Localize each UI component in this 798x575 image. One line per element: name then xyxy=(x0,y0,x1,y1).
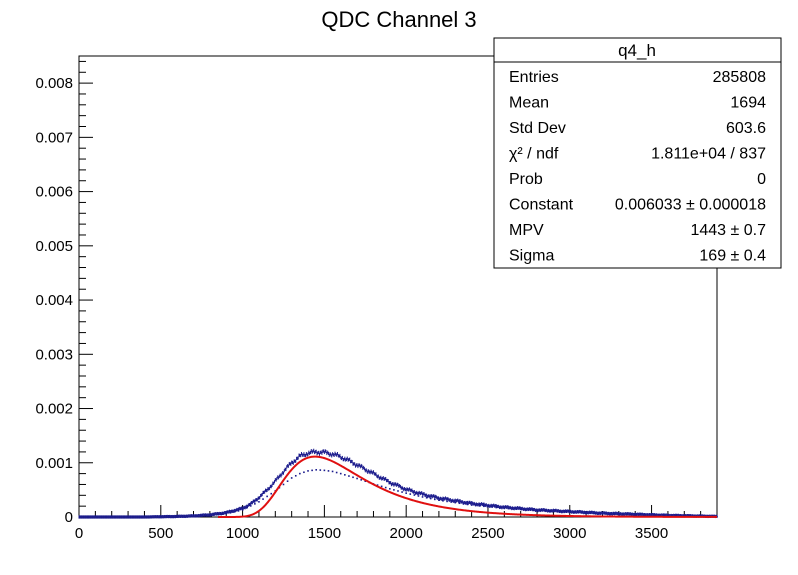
stats-row-label: Std Dev xyxy=(509,120,566,137)
dotted-point xyxy=(442,499,444,502)
stats-row-label: Mean xyxy=(509,95,549,112)
dotted-point xyxy=(254,503,256,505)
dotted-point xyxy=(245,507,248,509)
dotted-point xyxy=(303,471,305,474)
data-series xyxy=(78,448,718,519)
stats-row-value: 0 xyxy=(757,171,766,188)
dotted-point xyxy=(315,469,318,471)
dotted-point xyxy=(380,485,383,488)
stats-box-frame xyxy=(493,37,782,269)
chart-title: QDC Channel 3 xyxy=(321,7,476,32)
dotted-point xyxy=(294,474,297,477)
y-tick-label: 0.007 xyxy=(35,129,73,146)
dotted-point xyxy=(429,497,432,500)
dotted-point xyxy=(397,490,399,492)
stats-row-value: 1.811e+04 / 837 xyxy=(651,146,766,163)
dotted-point xyxy=(405,492,407,494)
stats-row-value: 169 ± 0.4 xyxy=(699,248,766,265)
dotted-point xyxy=(446,500,448,503)
dotted-point xyxy=(495,506,497,509)
dotted-point xyxy=(348,475,350,477)
dotted-point xyxy=(286,480,289,483)
y-tick-label: 0.002 xyxy=(35,401,73,418)
dotted-point xyxy=(438,499,440,501)
dotted-point xyxy=(249,505,252,507)
stats-row-label: Entries xyxy=(509,69,559,86)
dotted-point xyxy=(237,510,240,512)
stats-row-label: χ² / ndf xyxy=(509,146,559,163)
dotted-point xyxy=(384,486,387,489)
y-axis-ticks: 0 0.001 0.002 0.003 0.004 0.005 0.006 0.007 0.00… xyxy=(35,60,93,526)
stats-box: q4_h Entries 285808 Mean 1694 Std Dev 603.6 χ²… xyxy=(493,37,782,269)
dotted-point xyxy=(352,476,354,479)
x-tick-label: 2500 xyxy=(471,525,504,542)
dotted-point xyxy=(360,479,362,481)
x-axis-ticks: 0 500 1000 1500 2000 2500 3000 3500 xyxy=(75,505,718,542)
x-tick-label: 0 xyxy=(75,525,83,542)
stats-row-value: 603.6 xyxy=(726,120,766,137)
dotted-point xyxy=(270,492,273,495)
dotted-point xyxy=(389,487,391,490)
dotted-point xyxy=(344,474,346,476)
dotted-point xyxy=(421,496,424,498)
dotted-point xyxy=(290,477,293,479)
dotted-point xyxy=(282,483,285,486)
dotted-point xyxy=(266,495,268,498)
dotted-point xyxy=(454,501,457,504)
stats-row-label: Prob xyxy=(509,171,543,188)
dotted-point xyxy=(356,477,358,480)
dotted-point xyxy=(458,502,461,505)
y-tick-label: 0.006 xyxy=(35,184,73,201)
x-tick-label: 500 xyxy=(148,525,173,542)
dotted-point xyxy=(331,470,334,473)
stats-row-value: 0.006033 ± 0.000018 xyxy=(615,197,766,214)
x-tick-label: 3500 xyxy=(635,525,668,542)
x-tick-label: 1000 xyxy=(226,525,259,542)
dotted-point xyxy=(425,496,428,499)
dotted-point xyxy=(319,469,322,471)
y-tick-label: 0.004 xyxy=(35,292,73,309)
dotted-point xyxy=(311,469,313,472)
dotted-point xyxy=(409,493,412,495)
dotted-point xyxy=(258,501,260,503)
stats-box-rows: Entries 285808 Mean 1694 Std Dev 603.6 χ² / nd… xyxy=(509,69,766,265)
dotted-point xyxy=(323,469,326,472)
x-tick-label: 1500 xyxy=(308,525,341,542)
dotted-point xyxy=(376,484,379,486)
dotted-point xyxy=(483,505,485,508)
dotted-point xyxy=(335,471,338,474)
dotted-point xyxy=(434,498,436,501)
plot-frame xyxy=(78,55,718,518)
dotted-point xyxy=(470,504,473,506)
y-tick-label: 0.001 xyxy=(35,455,73,472)
dotted-point xyxy=(364,480,367,483)
dotted-point xyxy=(307,470,309,472)
y-tick-label: 0.008 xyxy=(35,75,73,92)
dotted-point xyxy=(413,494,416,496)
stats-row-label: MPV xyxy=(509,222,544,239)
y-tick-label: 0.005 xyxy=(35,238,73,255)
dotted-point xyxy=(417,495,420,497)
stats-row-label: Constant xyxy=(509,197,574,214)
y-tick-label: 0 xyxy=(65,509,73,526)
stats-box-name: q4_h xyxy=(618,41,656,60)
y-tick-label: 0.003 xyxy=(35,346,73,363)
dotted-point xyxy=(466,503,469,506)
stats-row-value: 285808 xyxy=(713,69,766,86)
dotted-point xyxy=(339,472,342,475)
fit-curve-layer xyxy=(218,455,717,518)
dotted-point xyxy=(401,491,403,493)
x-tick-label: 2000 xyxy=(389,525,422,542)
dotted-point xyxy=(299,472,301,475)
stats-row-value: 1694 xyxy=(730,95,766,112)
dotted-point xyxy=(262,498,264,500)
dotted-point xyxy=(393,489,395,491)
stats-row-value: 1443 ± 0.7 xyxy=(690,222,766,239)
x-tick-label: 3000 xyxy=(553,525,586,542)
dotted-point xyxy=(327,470,330,472)
stats-row-label: Sigma xyxy=(509,248,554,265)
fit-curve xyxy=(218,455,717,518)
